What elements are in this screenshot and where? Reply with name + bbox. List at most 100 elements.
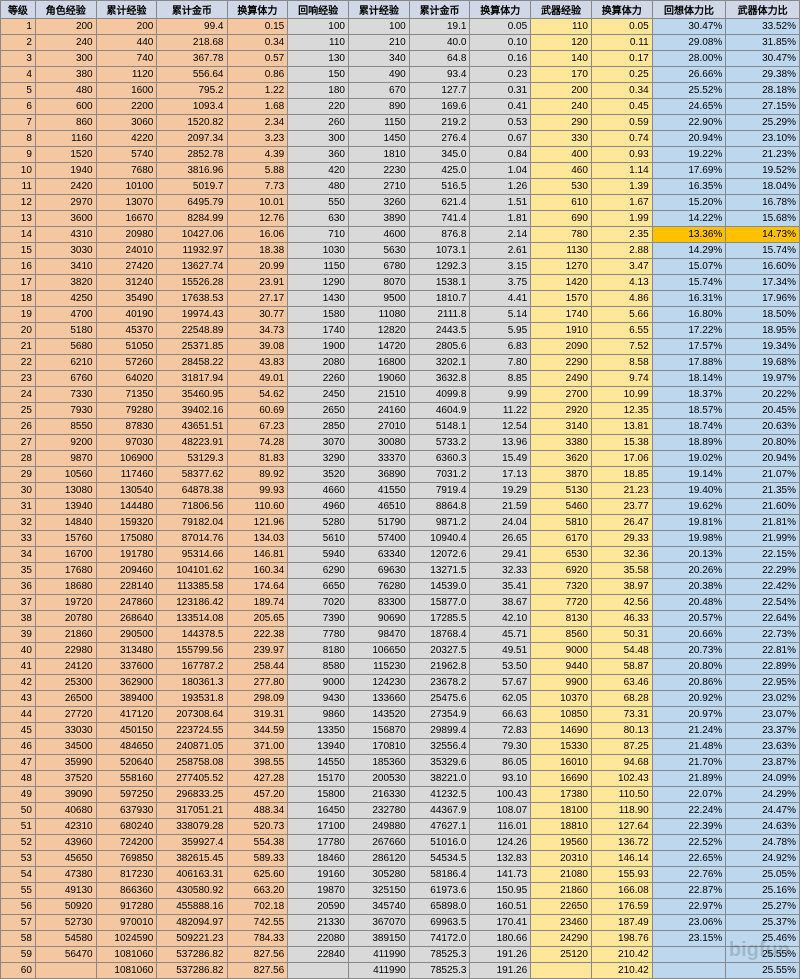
table-row: 3517680209460104101.62160.34629069630132…	[1, 563, 800, 579]
cell: 13080	[35, 483, 96, 499]
cell: 20.63%	[726, 419, 800, 435]
cell: 17285.5	[409, 611, 470, 627]
cell: 116.01	[470, 819, 531, 835]
cell: 19.14%	[652, 467, 726, 483]
cell: 21860	[35, 627, 96, 643]
table-row: 331576017508087014.76134.035610574001094…	[1, 531, 800, 547]
cell: 53.50	[470, 659, 531, 675]
cell: 13.36%	[652, 227, 726, 243]
cell: 7330	[35, 387, 96, 403]
cell: 0.34	[591, 83, 652, 99]
cell: 55	[1, 883, 36, 899]
cell: 12.35	[591, 403, 652, 419]
cell: 589.33	[227, 851, 288, 867]
cell: 25.55%	[726, 947, 800, 963]
cell: 17.22%	[652, 323, 726, 339]
table-row: 120020099.40.1510010019.10.051100.0530.4…	[1, 19, 800, 35]
cell: 15800	[288, 787, 349, 803]
cell: 22650	[531, 899, 592, 915]
cell: 21330	[288, 915, 349, 931]
cell: 86.05	[470, 755, 531, 771]
cell: 15.68%	[726, 211, 800, 227]
cell: 20.86%	[652, 675, 726, 691]
table-row: 28987010690053129.381.833290333706360.31…	[1, 451, 800, 467]
cell: 14690	[531, 723, 592, 739]
cell: 16.06	[227, 227, 288, 243]
cell: 15.20%	[652, 195, 726, 211]
cell: 4310	[35, 227, 96, 243]
cell: 530	[531, 179, 592, 195]
cell: 16690	[531, 771, 592, 787]
cell: 2.35	[591, 227, 652, 243]
cell: 60.69	[227, 403, 288, 419]
cell: 23.77	[591, 499, 652, 515]
cell: 680240	[96, 819, 157, 835]
cell: 9870	[35, 451, 96, 467]
cell: 35990	[35, 755, 96, 771]
cell: 44	[1, 707, 36, 723]
cell: 33030	[35, 723, 96, 739]
cell: 78525.3	[409, 947, 470, 963]
cell: 5.88	[227, 163, 288, 179]
table-row: 54801600795.21.22180670127.70.312000.342…	[1, 83, 800, 99]
cell: 4099.8	[409, 387, 470, 403]
cell: 9.99	[470, 387, 531, 403]
cell: 1520	[35, 147, 96, 163]
cell: 367.78	[157, 51, 227, 67]
cell: 69963.5	[409, 915, 470, 931]
cell: 25	[1, 403, 36, 419]
cell: 1.67	[591, 195, 652, 211]
cell: 146.81	[227, 547, 288, 563]
data-table: 等级角色经验累计经验累计金币换算体力回响经验累计经验累计金币换算体力武器经验换算…	[0, 0, 800, 979]
cell: 13271.5	[409, 563, 470, 579]
cell: 54534.5	[409, 851, 470, 867]
cell: 382615.45	[157, 851, 227, 867]
cell: 784.33	[227, 931, 288, 947]
cell: 5740	[96, 147, 157, 163]
cell: 43	[1, 691, 36, 707]
cell: 29.33	[591, 531, 652, 547]
cell: 21.60%	[726, 499, 800, 515]
cell: 7020	[288, 595, 349, 611]
table-row: 58545801024590509221.23784.3322080389150…	[1, 931, 800, 947]
cell: 5280	[288, 515, 349, 531]
cell: 18.38	[227, 243, 288, 259]
cell: 47380	[35, 867, 96, 883]
cell: 31817.94	[157, 371, 227, 387]
cell: 26.66%	[652, 67, 726, 83]
cell: 359927.4	[157, 835, 227, 851]
cell: 205.65	[227, 611, 288, 627]
cell: 556.64	[157, 67, 227, 83]
cell: 27420	[96, 259, 157, 275]
cell: 72.83	[470, 723, 531, 739]
cell: 10850	[531, 707, 592, 723]
cell: 520.73	[227, 819, 288, 835]
cell: 2.88	[591, 243, 652, 259]
cell: 49	[1, 787, 36, 803]
cell: 51	[1, 819, 36, 835]
cell: 21.81%	[726, 515, 800, 531]
cell: 10370	[531, 691, 592, 707]
cell: 108.07	[470, 803, 531, 819]
cell: 817230	[96, 867, 157, 883]
cell: 23.10%	[726, 131, 800, 147]
table-row: 1634102742013627.7420.99115067801292.33.…	[1, 259, 800, 275]
cell: 47627.1	[409, 819, 470, 835]
cell: 20780	[35, 611, 96, 627]
cell: 8580	[288, 659, 349, 675]
cell: 19.34%	[726, 339, 800, 355]
cell: 170.41	[470, 915, 531, 931]
table-row: 1530302401011932.9718.38103056301073.12.…	[1, 243, 800, 259]
cell: 159320	[96, 515, 157, 531]
cell: 22.87%	[652, 883, 726, 899]
cell: 63340	[348, 547, 409, 563]
cell: 16700	[35, 547, 96, 563]
col-header: 回响经验	[288, 1, 349, 19]
cell: 23.06%	[652, 915, 726, 931]
cell: 33.52%	[726, 19, 800, 35]
cell: 67.23	[227, 419, 288, 435]
table-row: 2685508783043651.5167.232850270105148.11…	[1, 419, 800, 435]
cell: 37	[1, 595, 36, 611]
table-row: 112420101005019.77.734802710516.51.26530…	[1, 179, 800, 195]
cell: 26500	[35, 691, 96, 707]
